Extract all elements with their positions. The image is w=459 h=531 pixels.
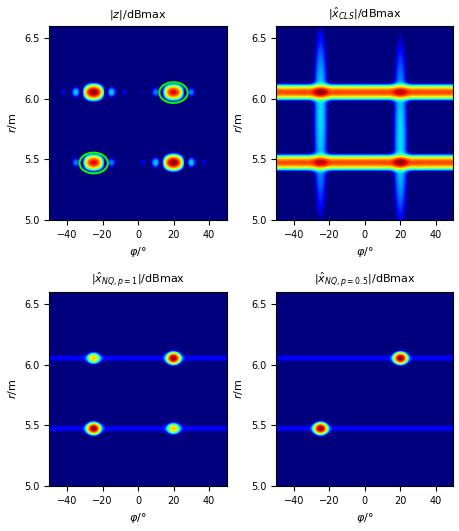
X-axis label: $\varphi/°$: $\varphi/°$ (129, 245, 147, 260)
Y-axis label: $r$/m: $r$/m (6, 113, 18, 133)
Title: $|z|$/dBmax: $|z|$/dBmax (109, 8, 167, 22)
X-axis label: $\varphi/°$: $\varphi/°$ (129, 511, 147, 526)
Title: $|\hat{x}_{NQ,p=0.5}|$/dBmax: $|\hat{x}_{NQ,p=0.5}|$/dBmax (314, 270, 415, 289)
Title: $|\hat{x}_{NQ,p=1}|$/dBmax: $|\hat{x}_{NQ,p=1}|$/dBmax (91, 270, 185, 289)
Y-axis label: $r$/m: $r$/m (232, 113, 245, 133)
Title: $|\hat{x}_{CLS}|$/dBmax: $|\hat{x}_{CLS}|$/dBmax (328, 5, 402, 22)
Y-axis label: $r$/m: $r$/m (6, 379, 18, 399)
X-axis label: $\varphi/°$: $\varphi/°$ (356, 245, 374, 260)
X-axis label: $\varphi/°$: $\varphi/°$ (356, 511, 374, 526)
Y-axis label: $r$/m: $r$/m (232, 379, 245, 399)
